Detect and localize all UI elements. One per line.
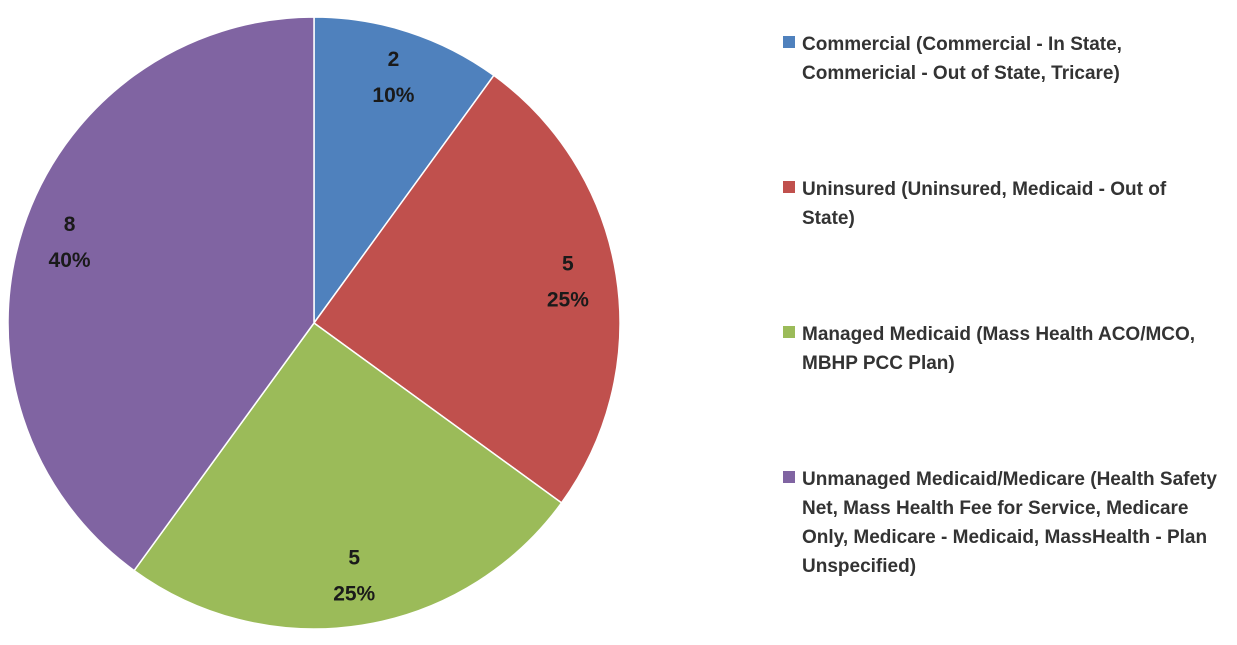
slice-percent-label: 10% bbox=[372, 84, 414, 107]
slice-percent-label: 25% bbox=[333, 582, 375, 605]
slice-percent-label: 40% bbox=[49, 249, 91, 272]
legend-swatch bbox=[783, 181, 795, 193]
legend-label: Managed Medicaid (Mass Health ACO/MCO, M… bbox=[802, 324, 1196, 374]
legend-swatch bbox=[783, 471, 795, 483]
slice-value-label: 8 bbox=[64, 213, 76, 236]
pie-slice bbox=[133, 321, 563, 630]
legend-label: Commercial (Commercial - In State, Comme… bbox=[802, 34, 1122, 84]
pie-area: 2 10% 5 25% 5 25% 8 40% bbox=[7, 16, 621, 630]
legend-entry: Uninsured (Uninsured, Medicaid - Out of … bbox=[783, 175, 1223, 233]
legend-swatch bbox=[783, 326, 795, 338]
legend-entry: Unmanaged Medicaid/Medicare (Health Safe… bbox=[783, 465, 1223, 581]
slice-value-label: 5 bbox=[348, 546, 360, 569]
legend-swatch bbox=[783, 36, 795, 48]
legend-entry: Commercial (Commercial - In State, Comme… bbox=[783, 30, 1223, 88]
slice-percent-label: 25% bbox=[547, 288, 589, 311]
legend-entry: Managed Medicaid (Mass Health ACO/MCO, M… bbox=[783, 320, 1223, 378]
pie-slice bbox=[7, 16, 315, 572]
legend-label: Unmanaged Medicaid/Medicare (Health Safe… bbox=[802, 469, 1217, 577]
legend-label: Uninsured (Uninsured, Medicaid - Out of … bbox=[802, 179, 1167, 229]
slice-value-label: 5 bbox=[562, 252, 574, 275]
pie-slice bbox=[313, 16, 495, 326]
pie-slice bbox=[312, 74, 621, 504]
slice-value-label: 2 bbox=[388, 48, 400, 71]
